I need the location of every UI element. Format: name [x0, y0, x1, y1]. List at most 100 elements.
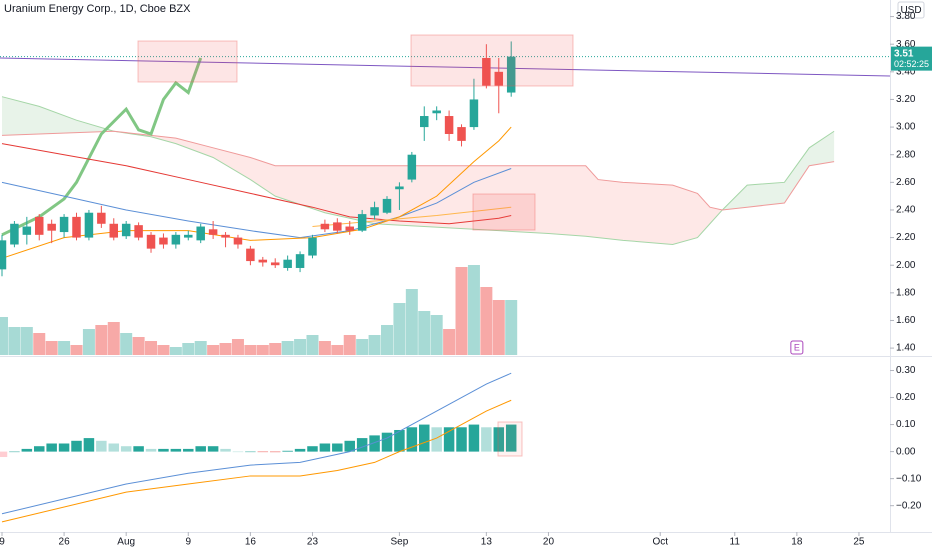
- candle-body: [47, 223, 56, 231]
- candle-body: [109, 223, 119, 238]
- candle-body: [345, 226, 354, 231]
- volume-bar: [418, 311, 431, 355]
- volume-bar: [294, 339, 307, 355]
- histogram-bar: [232, 451, 244, 453]
- indicator-line: [312, 206, 512, 228]
- indicator-line: [1, 143, 512, 225]
- volume-bar: [480, 287, 493, 355]
- macd-pane: [0, 372, 517, 523]
- candle-body: [469, 99, 479, 128]
- volume-bar: [20, 327, 33, 355]
- price-pane: [0, 41, 890, 355]
- cloud-segment: [175, 138, 214, 158]
- candle-body: [196, 226, 205, 241]
- volume-bar: [231, 339, 244, 355]
- histogram-bar: [344, 440, 355, 452]
- y-tick-label: 2.20: [896, 232, 916, 243]
- volume-bar: [492, 300, 505, 355]
- histogram-bar: [120, 446, 132, 452]
- y-tick-label: 2.00: [896, 260, 916, 271]
- histogram-bar: [9, 451, 20, 453]
- candle-body: [395, 186, 404, 190]
- volume-bar: [70, 345, 83, 355]
- volume-bar: [45, 341, 58, 355]
- candle-body: [121, 223, 131, 237]
- volume-bar: [368, 335, 381, 355]
- y-tick-label: 1.60: [896, 315, 916, 326]
- histogram-bar: [394, 429, 405, 452]
- chart-title: Uranium Energy Corp., 1D, Cboe BZX: [4, 3, 191, 15]
- volume-bar: [0, 317, 8, 355]
- cloud-segment: [374, 165, 450, 228]
- y-tick-label: 3.20: [896, 94, 916, 105]
- cloud-segment: [784, 147, 810, 204]
- candle-body: [34, 216, 44, 235]
- histogram-bar: [319, 443, 331, 452]
- trend-line: [0, 57, 890, 77]
- volume-bar: [256, 345, 269, 355]
- histogram-bar: [33, 446, 45, 452]
- cloud-segment: [275, 165, 325, 213]
- candle-body: [320, 223, 330, 230]
- volume-bar: [306, 335, 319, 355]
- volume-bar: [393, 303, 406, 355]
- cloud-segment: [672, 185, 698, 245]
- range-box: [410, 34, 574, 87]
- volume-bar: [443, 329, 456, 355]
- histogram-bar: [207, 446, 219, 452]
- candle-body: [171, 234, 181, 245]
- y-tick-label: 0.20: [896, 392, 916, 403]
- x-tick-label: 20: [543, 537, 555, 548]
- candle-body: [432, 110, 441, 114]
- currency-box[interactable]: [897, 1, 925, 19]
- histogram-bar: [481, 427, 492, 452]
- range-box: [497, 421, 523, 457]
- candle-body: [295, 254, 305, 268]
- cloud-segment: [250, 157, 276, 197]
- histogram-bar: [369, 435, 380, 452]
- volume-bar: [82, 329, 95, 355]
- countdown: 02:52:25: [894, 59, 929, 69]
- candle-body: [270, 262, 280, 266]
- y-tick-label: 0.30: [896, 365, 916, 376]
- histogram-bar: [381, 432, 393, 452]
- histogram-bar: [58, 443, 70, 452]
- volume-bar: [269, 343, 282, 355]
- candle-body: [457, 127, 466, 141]
- volume-bar: [157, 345, 170, 355]
- candle-body: [482, 58, 491, 86]
- candle-body: [382, 198, 392, 213]
- cloud-segment: [622, 182, 673, 245]
- candle-body: [84, 212, 94, 238]
- volume-bar: [169, 347, 182, 355]
- last-price-box: [891, 46, 932, 71]
- candle-body: [420, 116, 429, 128]
- histogram-bar: [83, 438, 95, 452]
- cloud-segment: [213, 147, 251, 180]
- histogram-bar: [307, 446, 318, 452]
- histogram-bar: [96, 440, 107, 452]
- histogram-bar: [406, 427, 418, 452]
- x-tick-label: 9: [186, 537, 192, 548]
- candle-body: [494, 71, 504, 86]
- candle-body: [246, 248, 255, 262]
- volume-bar: [405, 289, 418, 355]
- volume-bar: [95, 325, 108, 355]
- x-tick-label: 18: [791, 537, 803, 548]
- volume-bar: [219, 343, 232, 355]
- cloud-segment: [598, 179, 623, 241]
- candle-body: [97, 212, 106, 224]
- y-tick-label: 3.80: [896, 11, 916, 22]
- y-tick-label: −0.20: [896, 500, 922, 511]
- histogram-bar: [245, 451, 256, 453]
- candle-body: [233, 237, 243, 245]
- volume-bar: [207, 345, 220, 355]
- histogram-bar: [294, 448, 306, 452]
- candle-body: [208, 229, 218, 235]
- candle-body: [283, 259, 292, 268]
- cloud-segment: [548, 165, 586, 237]
- candle-body: [370, 207, 379, 216]
- volume-bar: [33, 333, 46, 355]
- y-tick-label: 0.10: [896, 419, 916, 430]
- histogram-bar: [505, 424, 517, 452]
